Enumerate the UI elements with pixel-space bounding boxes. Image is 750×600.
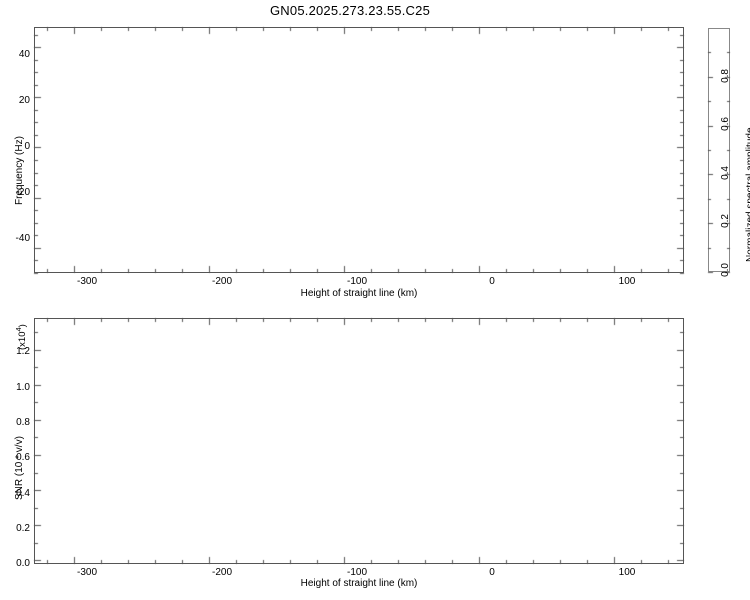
snr-mult-exp: 4 <box>14 327 23 332</box>
snr-ytick-00: 0.0 <box>16 558 30 569</box>
colorbar-tick-0: 0.0 <box>719 263 731 277</box>
snr-xtick-0: 0 <box>489 567 495 578</box>
snr-ytick-08: 0.8 <box>16 417 30 428</box>
spectrogram-xtick-m300: -300 <box>76 276 97 287</box>
spectrogram-ytick-m20: -20 <box>15 187 30 198</box>
colorbar-tick-08: 0.8 <box>719 69 731 83</box>
spectrogram-xtick-0: 0 <box>489 276 495 287</box>
snr-ytick-10: 1.0 <box>16 382 30 393</box>
colorbar-title: Normalized spectral amplitude <box>745 127 750 262</box>
figure-title: GN05.2025.273.23.55.C25 <box>270 3 430 18</box>
snr-mult-close: ) <box>17 324 29 328</box>
colorbar-frame <box>708 28 730 272</box>
snr-frame <box>34 318 684 564</box>
spectrogram-ytick-40: 40 <box>18 49 30 60</box>
spectrogram-xtick-100: 100 <box>618 276 636 287</box>
spectrogram-xlabel: Height of straight line (km) <box>300 288 418 299</box>
spectrogram-xtick-m200: -200 <box>211 276 232 287</box>
colorbar-tick-02: 0.2 <box>719 214 731 228</box>
snr-ytick-04: 0.4 <box>16 488 30 499</box>
spectrogram-ytick-m40: -40 <box>15 233 30 244</box>
colorbar-tick-04: 0.4 <box>719 166 731 180</box>
colorbar-tick-06: 0.6 <box>719 117 731 131</box>
snr-ytick-12: 1.2 <box>16 346 30 357</box>
snr-xtick-100: 100 <box>618 567 636 578</box>
spectrogram-frame <box>34 27 684 273</box>
spectrogram-ytick-20: 20 <box>18 95 30 106</box>
snr-ytick-06: 0.6 <box>16 452 30 463</box>
spectrogram-xtick-m100: -100 <box>346 276 367 287</box>
snr-xtick-m200: -200 <box>211 567 232 578</box>
snr-xtick-m300: -300 <box>76 567 97 578</box>
spectrogram-ytick-0: 0 <box>24 141 30 152</box>
snr-xtick-m100: -100 <box>346 567 367 578</box>
snr-ytick-02: 0.2 <box>16 523 30 534</box>
snr-xlabel: Height of straight line (km) <box>300 578 418 589</box>
